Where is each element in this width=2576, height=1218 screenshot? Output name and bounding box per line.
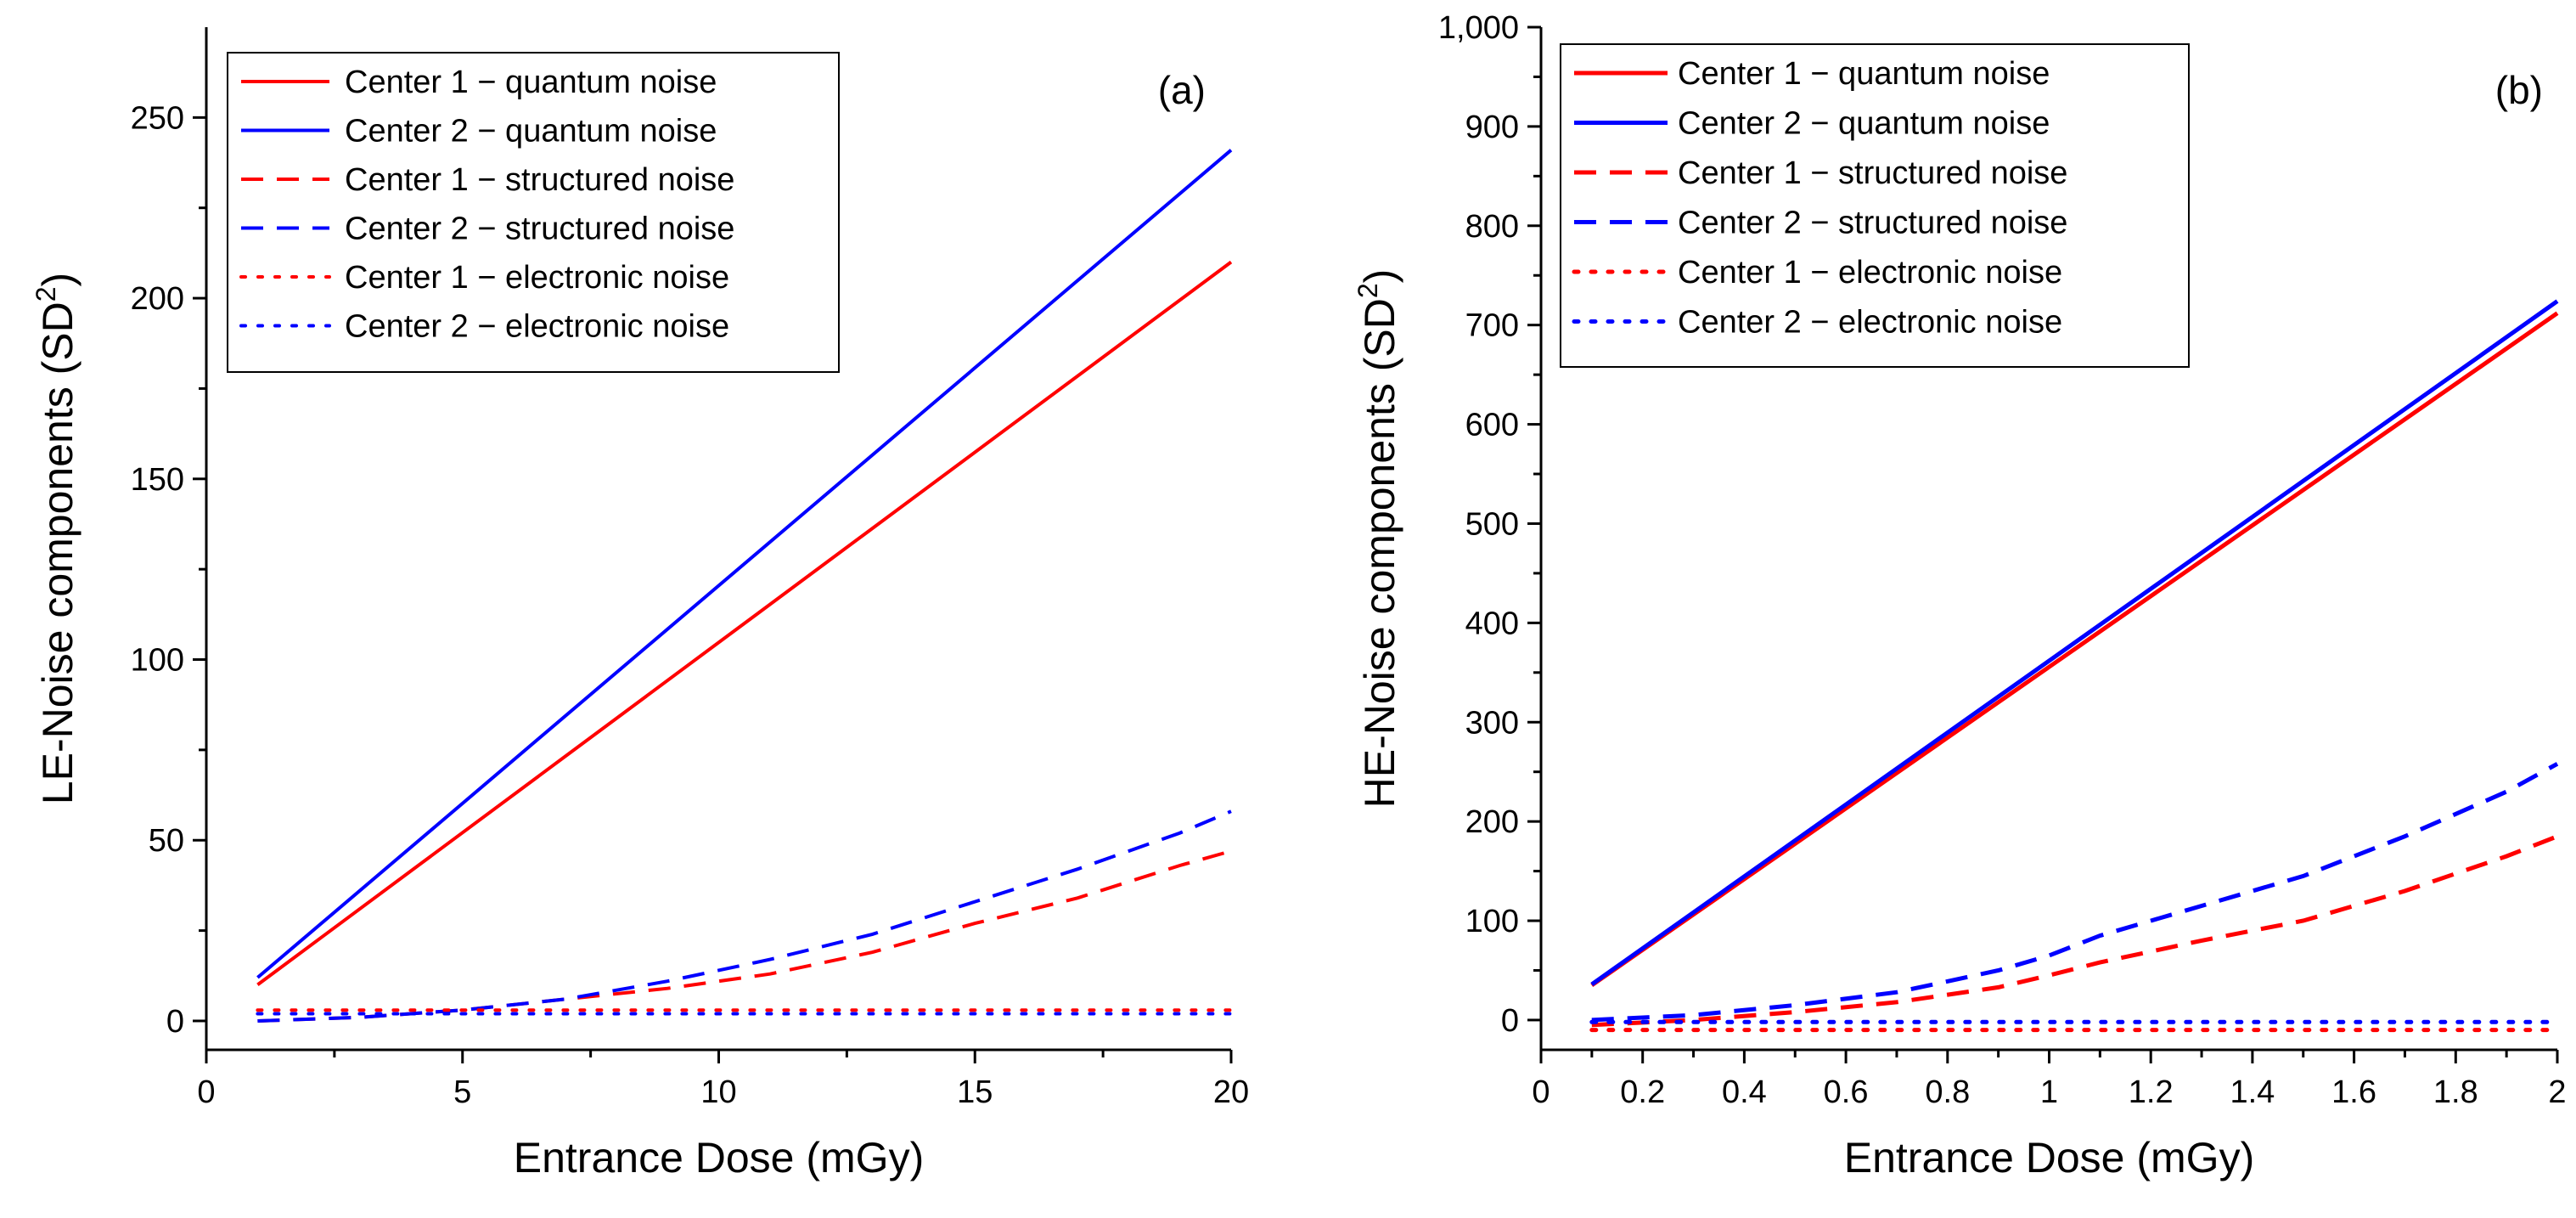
x-tick-label: 15	[957, 1074, 993, 1110]
legend-box	[227, 52, 840, 373]
x-tick-label: 0.6	[1824, 1074, 1869, 1110]
series-line-2	[1590, 299, 2559, 986]
y-tick-label: 500	[1465, 506, 1519, 542]
legend-entry: Center 2 − quantum noise	[1678, 106, 2050, 142]
y-tick-label: 900	[1465, 110, 1519, 145]
y-tick-label: 250	[131, 100, 184, 136]
legend-entry: Center 1 − electronic noise	[345, 260, 729, 296]
y-axis-title-superscript: 2	[1353, 283, 1383, 298]
legend: Center 1 − quantum noise Center 2 − quant…	[227, 52, 840, 373]
x-tick-label: 0.8	[1925, 1074, 1970, 1110]
panel-label: (b)	[2495, 68, 2543, 112]
y-tick-label: 1,000	[1438, 10, 1519, 46]
x-tick-label: 2	[2548, 1074, 2566, 1110]
legend-entry: Center 1 − structured noise	[1678, 155, 2067, 191]
x-tick-label: 1	[2040, 1074, 2058, 1110]
x-tick-label: 0	[1532, 1074, 1550, 1110]
y-tick-label: 0	[166, 1004, 184, 1040]
x-tick-label: 0.2	[1620, 1074, 1665, 1110]
legend-entry: Center 1 − quantum noise	[1678, 56, 2050, 92]
x-tick-label: 1.6	[2331, 1074, 2376, 1110]
y-axis-title: HE-Noise components (SD2)	[1353, 269, 1403, 809]
x-axis-title: Entrance Dose (mGy)	[1844, 1134, 2254, 1181]
x-tick-label: 1.8	[2433, 1074, 2478, 1110]
y-tick-label: 600	[1465, 408, 1519, 443]
series-line-4	[257, 809, 1232, 1023]
y-axis-title-text: HE-Noise components (SD	[1356, 298, 1403, 808]
x-tick-label: 1.2	[2129, 1074, 2174, 1110]
y-axis-title-text: LE-Noise components (SD	[34, 302, 82, 804]
x-tick-label: 10	[700, 1074, 736, 1110]
legend-entry: Center 2 − electronic noise	[1678, 305, 2062, 341]
y-tick-label: 150	[131, 462, 184, 498]
panel-b: 0 0.2 0.4 0.6 0.8 1 1.2 1.4 1.6 1.8 2 0 100 200 300 400…	[1353, 10, 2567, 1181]
legend-entry: Center 2 − electronic noise	[345, 309, 729, 345]
series-line-4	[1591, 762, 2559, 1023]
legend-entry: Center 2 − structured noise	[345, 211, 734, 247]
series-line-1	[1590, 311, 2559, 988]
x-tick-label: 5	[453, 1074, 471, 1110]
y-axis-title-superscript: 2	[31, 286, 61, 302]
legend: Center 1 − quantum noise Center 2 − quant…	[1560, 43, 2190, 368]
panel-label: (a)	[1158, 68, 1206, 112]
y-tick-label: 800	[1465, 209, 1519, 245]
legend-entry: Center 2 − quantum noise	[345, 114, 717, 149]
series-line-3	[257, 849, 1232, 1023]
y-tick-label: 200	[1465, 804, 1519, 840]
y-axis-title-close: )	[1356, 269, 1403, 284]
y-tick-label: 50	[149, 823, 184, 859]
series-line-2	[256, 149, 1233, 979]
legend-box	[1560, 43, 2190, 368]
x-tick-label: 0.4	[1722, 1074, 1767, 1110]
y-axis-title-close: )	[34, 273, 82, 287]
y-tick-label: 200	[131, 281, 184, 317]
y-tick-label: 0	[1501, 1003, 1519, 1039]
y-axis-title: LE-Noise components (SD2)	[31, 273, 82, 804]
x-tick-label: 20	[1213, 1074, 1249, 1110]
y-tick-label: 300	[1465, 705, 1519, 741]
x-tick-label: 1.4	[2230, 1074, 2275, 1110]
x-tick-label: 0	[197, 1074, 215, 1110]
series-line-3	[1591, 834, 2558, 1028]
legend-entry: Center 1 − structured noise	[345, 162, 734, 198]
y-tick-label: 100	[131, 643, 184, 679]
y-tick-label: 400	[1465, 606, 1519, 641]
y-tick-label: 700	[1465, 308, 1519, 344]
legend-entry: Center 1 − electronic noise	[1678, 255, 2062, 290]
legend-entry: Center 1 − quantum noise	[345, 65, 717, 100]
series-line-1	[256, 260, 1233, 987]
legend-entry: Center 2 − structured noise	[1678, 206, 2067, 241]
y-tick-label: 100	[1465, 904, 1519, 939]
x-axis-title: Entrance Dose (mGy)	[514, 1134, 924, 1181]
